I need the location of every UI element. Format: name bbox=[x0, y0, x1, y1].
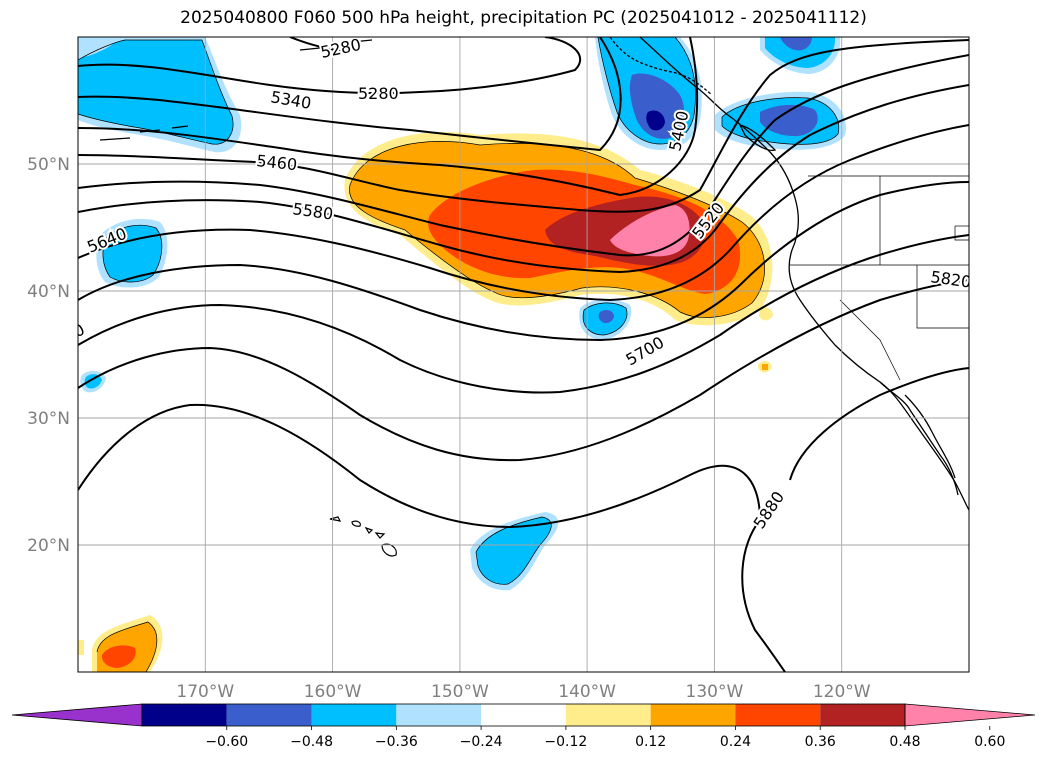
contour-label-4: 5580 bbox=[291, 199, 334, 223]
contour-5340 bbox=[78, 37, 622, 152]
chart-title: 2025040800 F060 500 hPa height, precipit… bbox=[180, 8, 867, 28]
lat-tick-30n: 30°N bbox=[27, 409, 70, 429]
contour-5580 bbox=[78, 84, 969, 274]
colorbar-outline bbox=[141, 703, 906, 727]
contour-5820 bbox=[78, 279, 969, 462]
colorbar-cell bbox=[565, 704, 651, 726]
lon-tick-140w: 140°W bbox=[558, 682, 616, 702]
lon-tick-160w: 160°W bbox=[304, 682, 362, 702]
precip-positive-southwest bbox=[78, 615, 163, 672]
contour-5640 bbox=[78, 124, 969, 302]
colorbar-tick-label: −0.48 bbox=[290, 734, 333, 750]
colorbar-tick-label: 0.12 bbox=[635, 734, 666, 750]
colorbar-tick-label: −0.24 bbox=[460, 734, 503, 750]
colorbar-cell bbox=[820, 704, 905, 726]
colorbar-cell bbox=[226, 704, 312, 726]
political-borders bbox=[790, 175, 969, 381]
lon-tick-120w: 120°W bbox=[813, 682, 871, 702]
contour-5760 bbox=[78, 234, 969, 394]
lat-tick-20n: 20°N bbox=[27, 536, 70, 556]
lon-tick-130w: 130°W bbox=[686, 682, 744, 702]
colorbar-cell bbox=[650, 704, 736, 726]
contour-5520 bbox=[78, 54, 969, 257]
contour-5700 bbox=[78, 181, 969, 342]
colorbar-cell bbox=[481, 704, 566, 726]
colorbar-extend-max bbox=[904, 703, 1036, 727]
colorbar-cell bbox=[142, 704, 227, 726]
contour-label-2: 5280 bbox=[358, 84, 399, 103]
colorbar-ticks: −0.60 −0.48 −0.36 −0.24 −0.12 0.12 0.24 0.36 0.4… bbox=[205, 726, 1005, 750]
lat-tick-labels: 50°N 40°N 30°N 20°N bbox=[27, 155, 70, 556]
colorbar-tick-label: −0.12 bbox=[544, 734, 587, 750]
graticule bbox=[78, 37, 969, 672]
contour-5880-b bbox=[78, 403, 786, 672]
precip-positive-dots bbox=[758, 307, 773, 373]
colorbar-cell bbox=[311, 704, 397, 726]
contour-5460 bbox=[78, 39, 969, 213]
colorbar-cell bbox=[735, 704, 821, 726]
colorbar-extend-min bbox=[11, 703, 143, 727]
colorbar: −0.60 −0.48 −0.36 −0.24 −0.12 0.12 0.24 0.36 0.4… bbox=[11, 703, 1036, 750]
coastlines bbox=[99, 37, 969, 511]
colorbar-tick-label: 0.36 bbox=[805, 734, 836, 750]
contour-5400 bbox=[78, 37, 699, 197]
contour-5880 bbox=[789, 367, 969, 481]
colorbar-cell bbox=[396, 704, 482, 726]
colorbar-tick-label: 0.48 bbox=[889, 734, 920, 750]
contour-5280-b bbox=[289, 37, 351, 53]
colorbar-tick-label: −0.60 bbox=[205, 734, 248, 750]
lon-tick-170w: 170°W bbox=[176, 682, 234, 702]
precip-negative-north bbox=[760, 37, 841, 74]
precip-negative-midpacific bbox=[579, 299, 632, 340]
lon-tick-150w: 150°W bbox=[431, 682, 489, 702]
map-content: 5280 5340 5280 5460 5580 5640 5400 5520 … bbox=[43, 37, 969, 672]
contour-label-11: 5760 bbox=[43, 320, 88, 356]
height-contours bbox=[78, 37, 969, 672]
colorbar-tick-label: 0.24 bbox=[720, 734, 751, 750]
lon-tick-labels: 170°W 160°W 150°W 140°W 130°W 120°W bbox=[176, 682, 870, 702]
colorbar-tick-label: 0.60 bbox=[974, 734, 1005, 750]
colorbar-tick-label: −0.36 bbox=[375, 734, 418, 750]
precip-shading bbox=[78, 37, 846, 672]
colorbar-cells bbox=[11, 703, 1036, 727]
hawaii-islands bbox=[329, 516, 397, 557]
contour-5280 bbox=[78, 37, 582, 95]
map-frame bbox=[77, 36, 970, 673]
lat-tick-40n: 40°N bbox=[27, 282, 70, 302]
lat-tick-50n: 50°N bbox=[27, 155, 70, 175]
